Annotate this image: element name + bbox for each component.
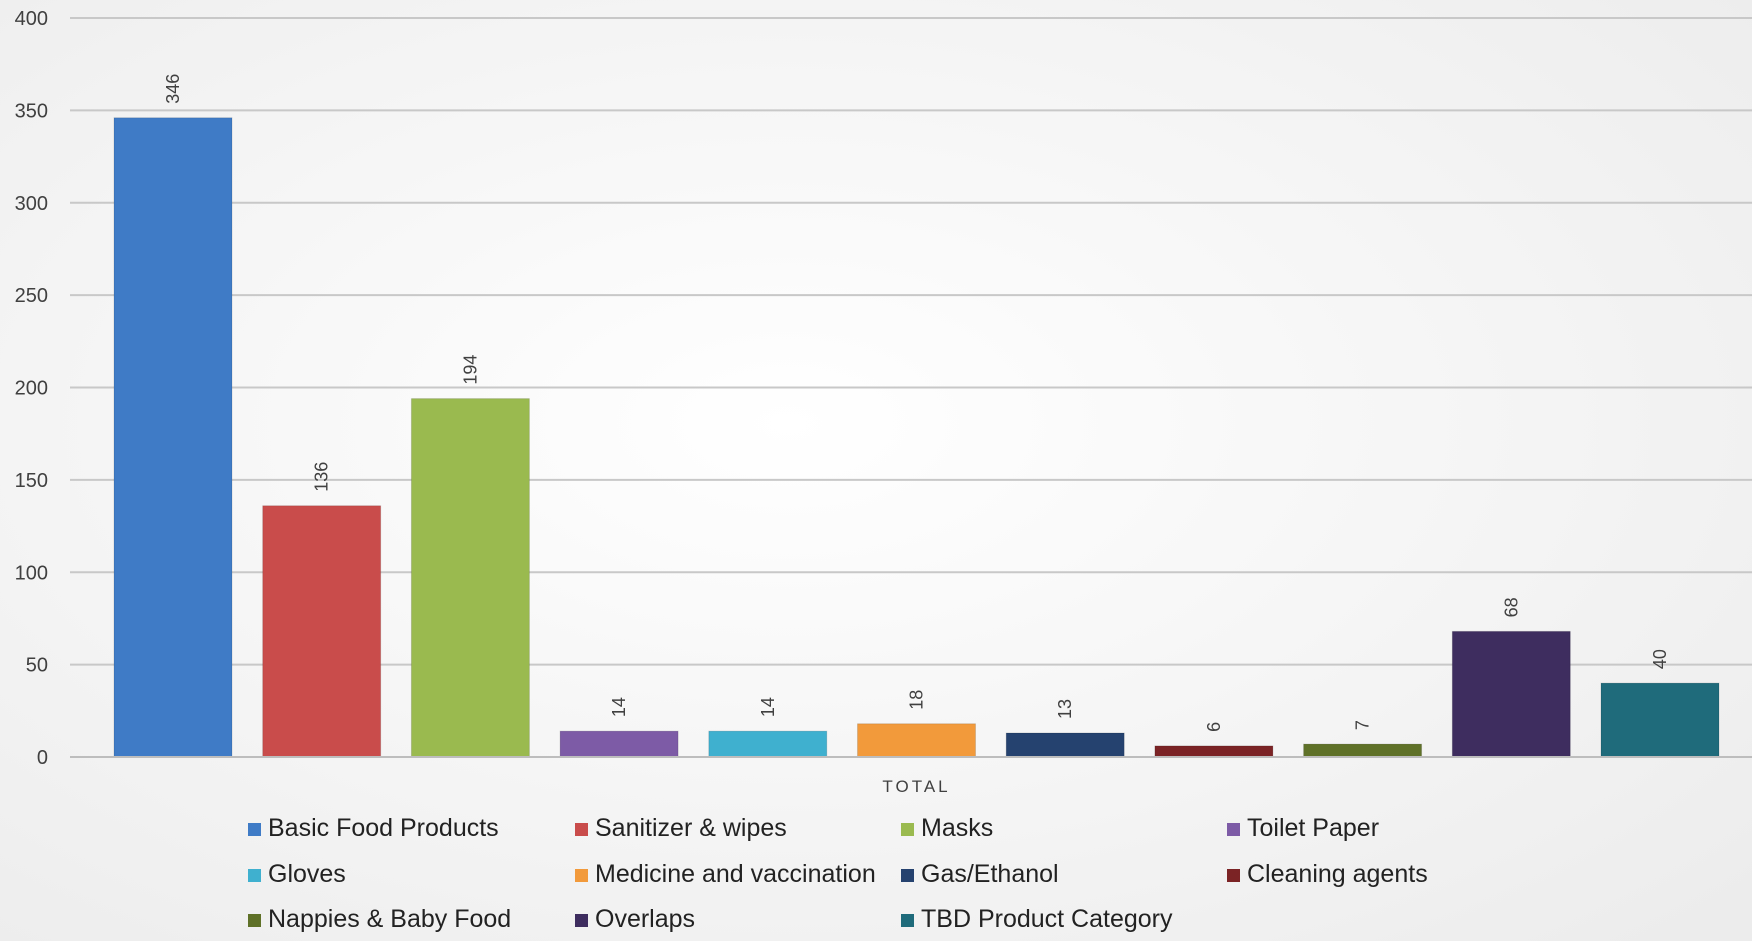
- legend-label: Gloves: [268, 860, 346, 888]
- legend-swatch: [901, 823, 914, 836]
- legend-item: Basic Food Products: [248, 814, 499, 842]
- legend-label: Medicine and vaccination: [595, 860, 876, 888]
- legend-swatch: [248, 914, 261, 927]
- data-label: 14: [609, 697, 629, 717]
- legend-item: Overlaps: [575, 905, 695, 933]
- y-tick-label: 300: [15, 193, 48, 215]
- legend-item: Medicine and vaccination: [575, 860, 876, 888]
- bar: [1600, 682, 1720, 758]
- bar: [708, 730, 828, 758]
- legend-label: Masks: [921, 814, 993, 842]
- legend-item: Cleaning agents: [1227, 860, 1428, 888]
- legend-swatch: [1227, 823, 1240, 836]
- y-tick-label: 400: [15, 8, 48, 30]
- y-tick-label: 150: [15, 470, 48, 492]
- data-label: 346: [163, 74, 183, 104]
- legend-swatch: [575, 914, 588, 927]
- data-label: 194: [460, 355, 480, 385]
- y-axis-tick-labels: 0 50 100 150 200 250 300 350 400: [15, 8, 48, 769]
- bar: [262, 505, 382, 758]
- legend-label: Basic Food Products: [268, 814, 499, 842]
- legend-item: TBD Product Category: [901, 905, 1173, 933]
- legend-item: Nappies & Baby Food: [248, 905, 511, 933]
- y-tick-label: 350: [15, 100, 48, 122]
- y-tick-label: 100: [15, 562, 48, 584]
- y-tick-label: 0: [37, 747, 48, 769]
- legend-label: Sanitizer & wipes: [595, 814, 787, 842]
- legend: Basic Food Products Sanitizer & wipes Mask…: [248, 814, 1428, 933]
- legend-item: Toilet Paper: [1227, 814, 1379, 842]
- y-tick-label: 50: [26, 655, 48, 677]
- bar: [1303, 743, 1423, 758]
- y-tick-label: 200: [15, 378, 48, 400]
- legend-swatch: [901, 869, 914, 882]
- legend-label: TBD Product Category: [921, 905, 1173, 933]
- data-label: 7: [1353, 720, 1373, 730]
- data-label: 14: [758, 697, 778, 717]
- legend-item: Sanitizer & wipes: [575, 814, 787, 842]
- y-tick-label: 250: [15, 285, 48, 307]
- data-label: 136: [312, 462, 332, 492]
- bar: [857, 723, 976, 758]
- bar: [1154, 745, 1274, 758]
- legend-label: Overlaps: [595, 905, 695, 933]
- data-label: 18: [907, 690, 927, 710]
- legend-swatch: [248, 869, 261, 882]
- data-label: 13: [1055, 699, 1075, 719]
- bar: [1005, 732, 1125, 758]
- bar: [113, 117, 233, 758]
- legend-swatch: [575, 869, 588, 882]
- bar: [559, 730, 679, 758]
- legend-swatch: [575, 823, 588, 836]
- data-label: 68: [1501, 597, 1521, 617]
- bars: [113, 117, 1720, 758]
- legend-item: Gas/Ethanol: [901, 860, 1059, 888]
- legend-label: Cleaning agents: [1247, 860, 1428, 888]
- legend-item: Gloves: [248, 860, 346, 888]
- legend-swatch: [1227, 869, 1240, 882]
- bar: [410, 398, 530, 758]
- data-label: 40: [1650, 649, 1670, 669]
- data-label: 6: [1204, 722, 1224, 732]
- legend-swatch: [901, 914, 914, 927]
- legend-label: Nappies & Baby Food: [268, 905, 511, 933]
- bar: [1451, 630, 1571, 758]
- legend-item: Masks: [901, 814, 993, 842]
- legend-swatch: [248, 823, 261, 836]
- legend-label: Toilet Paper: [1247, 814, 1379, 842]
- legend-label: Gas/Ethanol: [921, 860, 1059, 888]
- x-axis-category-label: TOTAL: [882, 777, 950, 796]
